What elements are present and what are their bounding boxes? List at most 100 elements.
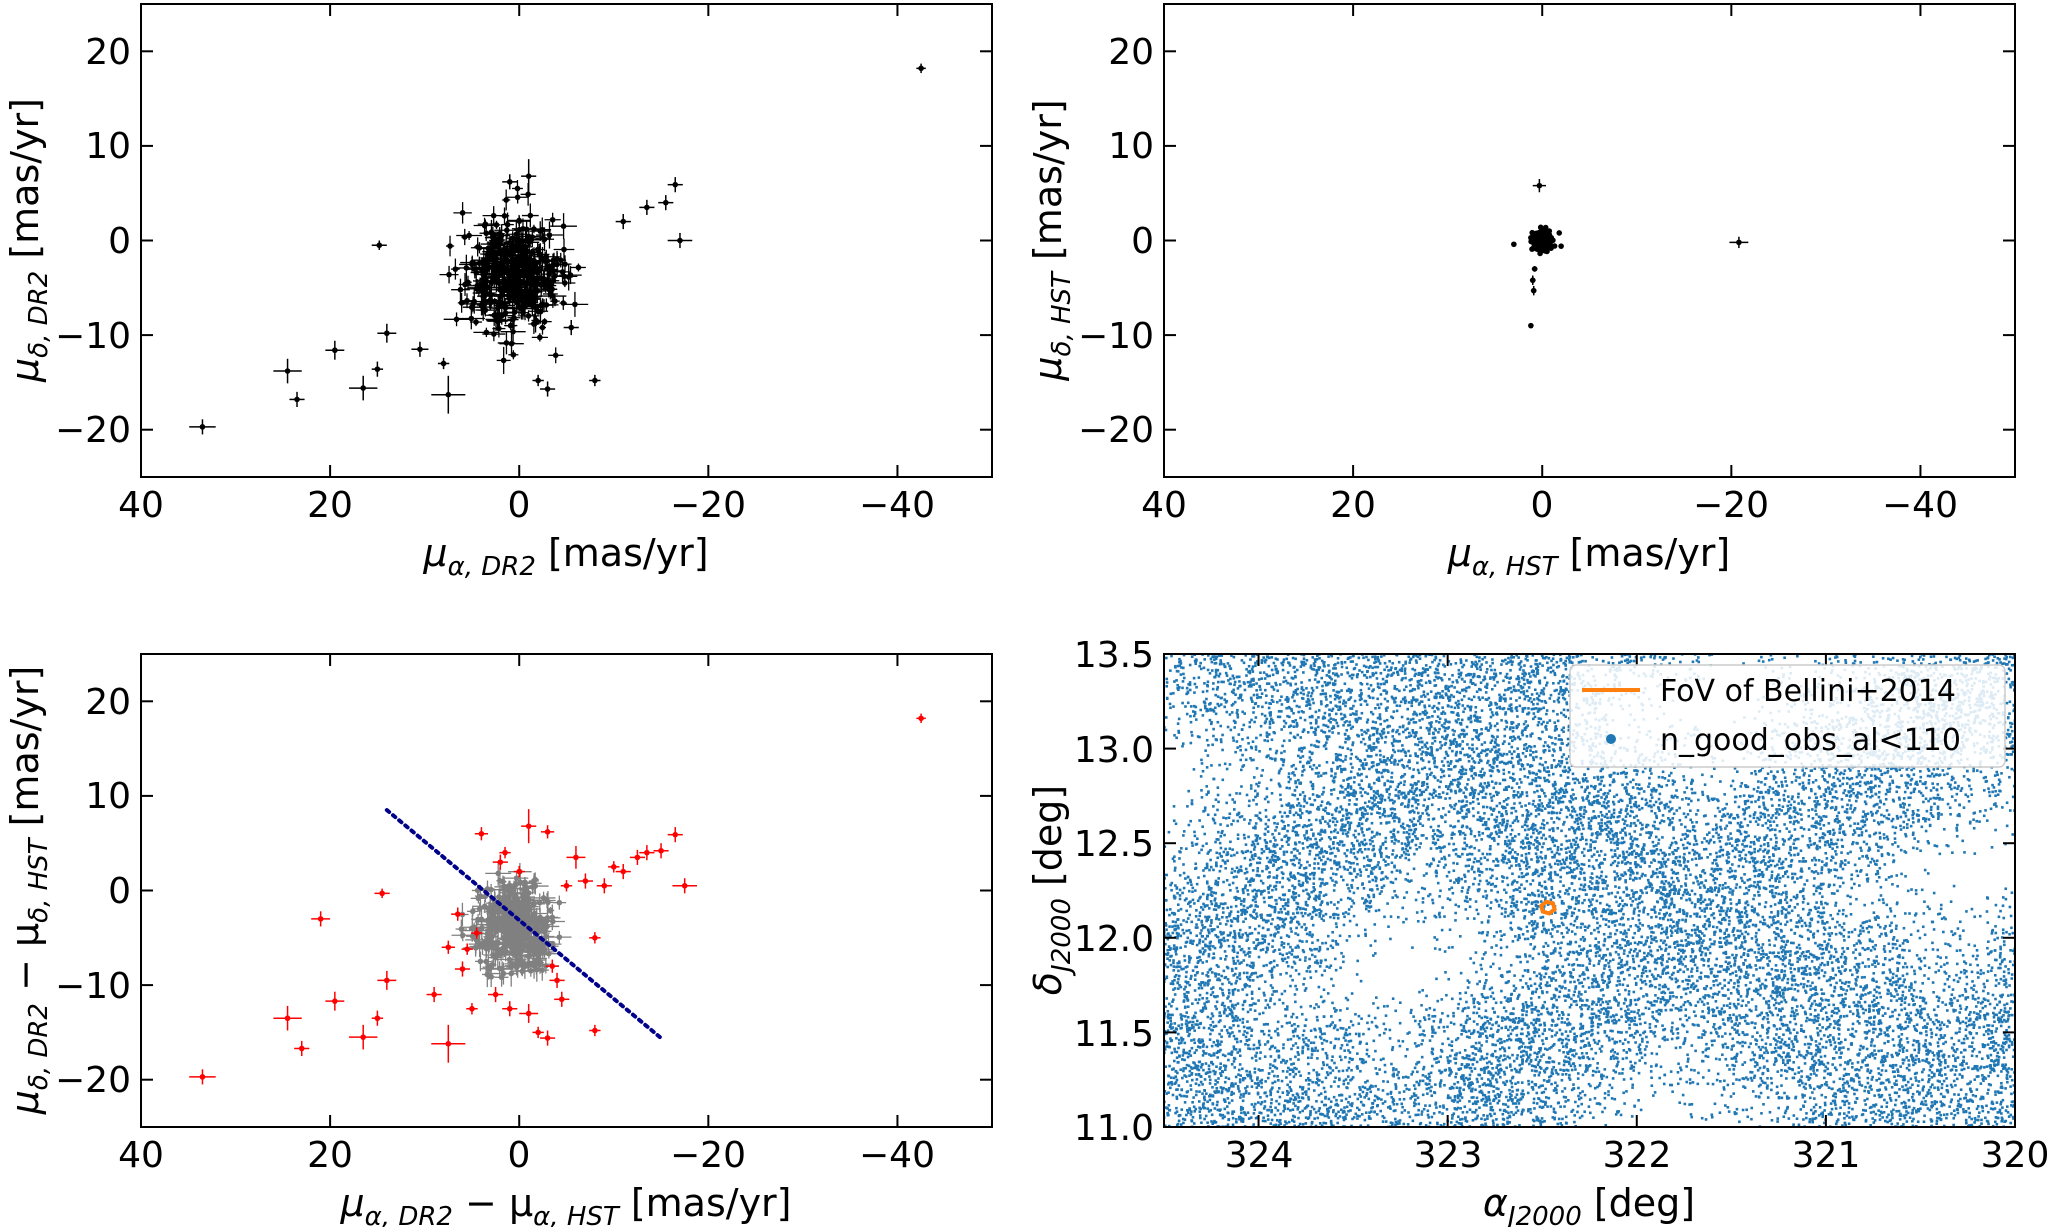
cluster-point-marker (549, 216, 556, 223)
star-point (1268, 1006, 1271, 1009)
cluster-point-marker (468, 315, 475, 322)
cluster-point-marker (525, 313, 532, 319)
cluster-point-marker (522, 295, 529, 302)
outlier-point (1528, 322, 1534, 329)
star-point (1529, 984, 1533, 988)
star-point (1863, 975, 1866, 979)
cluster-point-marker (513, 231, 520, 238)
panel-diff-xtick: 0 (508, 1135, 531, 1176)
outlier-point (563, 319, 579, 336)
star-point (1375, 1113, 1379, 1116)
star-point (1188, 889, 1191, 893)
star-point (1930, 1124, 1933, 1127)
star-point (1838, 1023, 1841, 1027)
cluster-point-marker (480, 293, 486, 299)
outlier-point-marker (592, 377, 598, 384)
cluster-point (517, 305, 528, 320)
panel-diff-xtick: −40 (859, 1135, 935, 1176)
cluster-point-marker (1544, 248, 1550, 255)
panel-diff-ytick: −20 (55, 1060, 131, 1101)
star-point (1169, 1016, 1172, 1020)
panel-hst-ytick: −10 (1078, 316, 1154, 357)
outlier-point (1530, 285, 1537, 296)
outlier-point (639, 845, 655, 861)
outlier-point (566, 846, 586, 869)
cluster-point-marker (532, 288, 539, 294)
cluster-point (485, 901, 493, 917)
star-point (1581, 1026, 1585, 1030)
outlier-point (577, 873, 593, 889)
outlier-point (289, 391, 305, 407)
cluster-point-marker (541, 236, 548, 243)
outlier-point (189, 1069, 216, 1085)
cluster-point (535, 959, 549, 981)
outlier-point (545, 959, 559, 973)
cluster-point-marker (537, 334, 543, 341)
star-point (1670, 1083, 1674, 1087)
star-point (1842, 776, 1845, 780)
star-point (1597, 962, 1600, 966)
cluster-point (456, 231, 483, 240)
cluster-point-marker (485, 939, 492, 946)
cluster-point-marker (1536, 242, 1543, 248)
separation-line (384, 808, 664, 1041)
star-point (1814, 1110, 1817, 1113)
cluster-point-marker (523, 897, 530, 903)
panel-dr2-ytick: 20 (85, 32, 131, 73)
star-point (1184, 1075, 1188, 1078)
star-point (1529, 665, 1533, 668)
outlier-point-marker (634, 854, 641, 861)
star-point (1598, 824, 1602, 828)
outlier-point (411, 341, 429, 357)
cluster-point-marker (520, 225, 526, 232)
star-point (1503, 1040, 1506, 1043)
outlier-point-marker (199, 1074, 206, 1080)
panel-hst-frame (1163, 3, 2016, 478)
panel-hst-ytick: 10 (1108, 126, 1154, 167)
cluster-point-marker (533, 317, 540, 324)
star-point (1527, 987, 1531, 990)
star-point (1961, 993, 1964, 997)
cluster-point-marker (483, 945, 490, 952)
star-point (1982, 1079, 1985, 1083)
cluster-point (473, 217, 496, 234)
star-point (1842, 1005, 1846, 1009)
cluster-point-marker (554, 261, 560, 268)
cluster-point-marker (489, 234, 496, 240)
star-point (1886, 1007, 1890, 1010)
star-point (1311, 689, 1315, 692)
cluster-point (513, 898, 524, 926)
star-point (1293, 1115, 1297, 1119)
cluster-point-marker (499, 921, 505, 928)
panel-diff-marks (189, 713, 926, 1085)
cluster-point-marker (543, 302, 550, 308)
cluster-point (513, 892, 540, 908)
outlier-point (294, 1040, 310, 1057)
cluster-point-marker (509, 235, 516, 242)
star-point (1372, 1039, 1376, 1043)
star-point (1491, 1076, 1494, 1080)
cluster-point (541, 253, 565, 268)
outlier-point-marker (644, 849, 650, 856)
star-point (1556, 848, 1560, 852)
cluster-point-marker (495, 951, 501, 958)
cluster-point (498, 281, 511, 292)
panel-dr2-frame (140, 3, 993, 478)
cluster-point (503, 941, 527, 969)
cluster-point-marker (575, 264, 582, 271)
outlier-point-marker (544, 1035, 551, 1041)
star-point (1901, 657, 1905, 661)
star-point (1468, 1073, 1472, 1077)
cluster-point (470, 242, 488, 254)
outlier-point-marker (440, 360, 447, 367)
outlier-point (589, 932, 601, 944)
star-point (1781, 805, 1785, 809)
star-point (1522, 767, 1526, 771)
star-point (1893, 831, 1897, 835)
star-point (1965, 982, 1969, 986)
star-point (1817, 971, 1821, 975)
star-point (1323, 1090, 1327, 1094)
cluster-point-marker (508, 915, 515, 922)
outlier-point-marker (379, 890, 385, 897)
cluster-point-marker (1546, 240, 1552, 247)
